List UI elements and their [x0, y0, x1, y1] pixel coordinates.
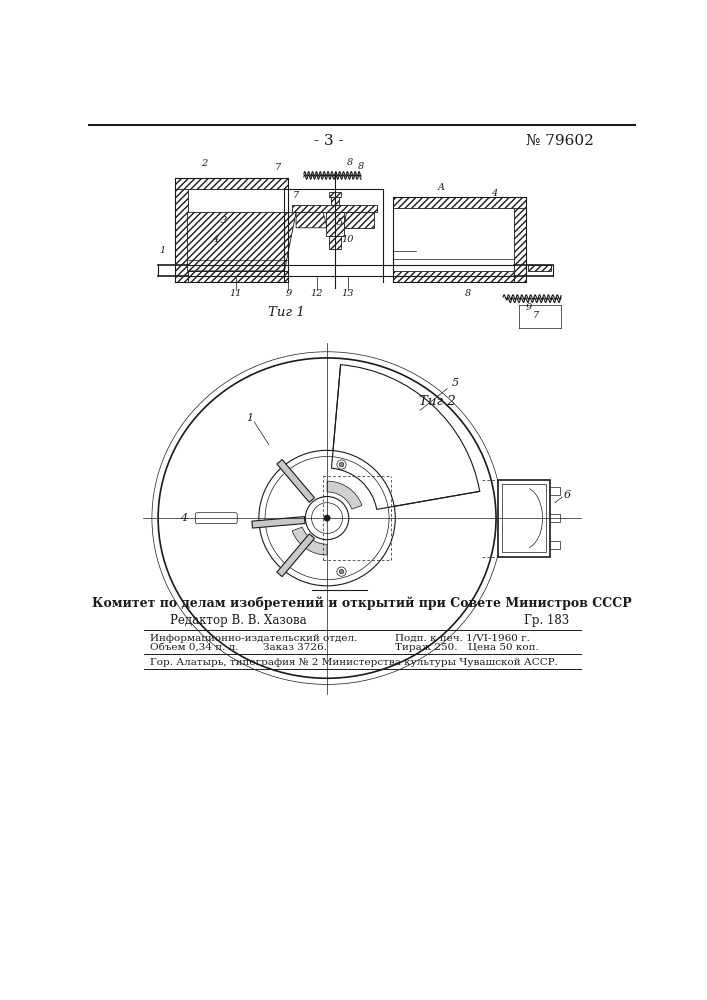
- Polygon shape: [393, 271, 514, 282]
- Polygon shape: [331, 197, 339, 205]
- Polygon shape: [327, 481, 362, 509]
- Text: 12: 12: [311, 289, 323, 298]
- Text: 4: 4: [491, 189, 497, 198]
- Text: Гор. Алатырь, типография № 2 Министерства культуры Чувашской АССР.: Гор. Алатырь, типография № 2 Министерств…: [151, 658, 559, 667]
- Text: 5: 5: [337, 218, 344, 227]
- Text: A: A: [438, 183, 445, 192]
- Polygon shape: [277, 534, 315, 577]
- Polygon shape: [187, 271, 288, 282]
- FancyBboxPatch shape: [195, 513, 237, 523]
- Bar: [550, 487, 559, 495]
- Text: 4: 4: [211, 235, 218, 244]
- Text: 4: 4: [180, 513, 187, 523]
- Circle shape: [305, 497, 349, 540]
- Text: 8: 8: [346, 158, 353, 167]
- Polygon shape: [277, 460, 315, 502]
- Bar: [498, 480, 550, 557]
- Text: - 3 -: - 3 -: [314, 134, 344, 148]
- Bar: [502, 484, 546, 552]
- Text: Заказ 3726.: Заказ 3726.: [263, 643, 327, 652]
- Polygon shape: [292, 527, 327, 555]
- Circle shape: [337, 567, 346, 576]
- Text: Подп. к печ. 1/VI-1960 г.: Подп. к печ. 1/VI-1960 г.: [395, 634, 530, 643]
- Polygon shape: [514, 197, 526, 282]
- Polygon shape: [325, 212, 344, 235]
- Polygon shape: [528, 265, 551, 271]
- Text: Тираж 250.: Тираж 250.: [395, 643, 457, 652]
- Polygon shape: [393, 197, 526, 208]
- Text: 5: 5: [451, 378, 459, 388]
- Polygon shape: [175, 178, 187, 282]
- Text: 9: 9: [525, 303, 532, 312]
- Text: № 79602: № 79602: [526, 134, 594, 148]
- Bar: [550, 514, 559, 522]
- Text: 1: 1: [246, 413, 253, 423]
- Polygon shape: [329, 235, 341, 249]
- Polygon shape: [187, 212, 296, 271]
- Text: 8: 8: [465, 289, 472, 298]
- Text: 1: 1: [159, 246, 165, 255]
- Text: 7: 7: [293, 191, 299, 200]
- Text: 7: 7: [533, 311, 539, 320]
- Text: Комитет по делам изобретений и открытий при Совете Министров СССР: Комитет по делам изобретений и открытий …: [92, 597, 632, 610]
- Text: 10: 10: [341, 235, 354, 244]
- Text: 8: 8: [358, 162, 364, 171]
- Text: Объем 0,34 п. л.: Объем 0,34 п. л.: [151, 643, 239, 652]
- Circle shape: [339, 569, 344, 574]
- Text: 6: 6: [563, 490, 571, 500]
- Polygon shape: [296, 212, 327, 228]
- Text: Τиг 2: Τиг 2: [419, 395, 455, 408]
- Text: 11: 11: [229, 289, 242, 298]
- Polygon shape: [292, 205, 378, 212]
- Circle shape: [339, 462, 344, 467]
- Polygon shape: [175, 178, 288, 189]
- Text: Τиг 1: Τиг 1: [268, 306, 305, 319]
- Circle shape: [324, 515, 330, 521]
- Bar: [550, 541, 559, 549]
- Text: 2: 2: [201, 159, 208, 168]
- Text: 13: 13: [341, 289, 354, 298]
- Text: Информационно-издательский отдел.: Информационно-издательский отдел.: [151, 634, 358, 643]
- Text: Цена 50 коп.: Цена 50 коп.: [468, 643, 539, 652]
- Polygon shape: [252, 517, 305, 528]
- Text: 3: 3: [221, 216, 227, 225]
- Text: 9: 9: [285, 289, 291, 298]
- Text: 7: 7: [274, 163, 281, 172]
- Text: Гр. 183: Гр. 183: [524, 614, 569, 627]
- Circle shape: [337, 460, 346, 469]
- Polygon shape: [329, 192, 341, 197]
- Circle shape: [312, 503, 343, 533]
- Text: Редактор В. В. Хазова: Редактор В. В. Хазова: [170, 614, 306, 627]
- Polygon shape: [343, 212, 373, 228]
